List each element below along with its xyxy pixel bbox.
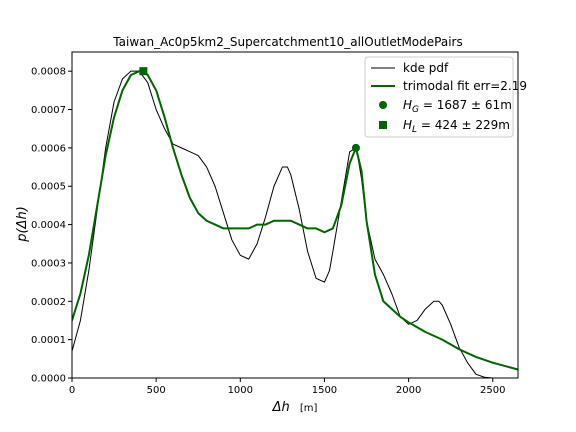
x-axis-label-unit: [m] xyxy=(300,403,318,414)
marker-H_G xyxy=(351,143,360,152)
x-axis-label-main: Δh xyxy=(272,400,290,415)
x-axis-label: Δh [m] xyxy=(272,400,318,415)
y-tick-label: 0.0003 xyxy=(31,258,66,269)
y-tick-label: 0.0002 xyxy=(31,297,66,308)
legend-label: trimodal fit err=2.19 xyxy=(403,79,527,93)
x-tick-label: 500 xyxy=(147,385,166,396)
plot-frame xyxy=(71,51,519,379)
series-line-kde-pdf xyxy=(72,70,518,378)
legend-marker xyxy=(379,121,387,129)
y-axis-label: p(Δh) xyxy=(15,206,30,243)
marker-H_L xyxy=(139,67,148,76)
y-tick-label: 0.0004 xyxy=(31,220,66,231)
y-tick-label: 0.0000 xyxy=(31,374,66,385)
y-tick-label: 0.0007 xyxy=(31,105,66,116)
x-ticks: 0 500 1000 1500 2000 2500 xyxy=(69,378,505,396)
x-tick-label: 1500 xyxy=(312,385,337,396)
y-tick-label: 0.0006 xyxy=(31,143,66,154)
legend-marker xyxy=(379,101,387,109)
legend-box xyxy=(364,56,514,138)
y-tick-label: 0.0008 xyxy=(31,67,66,78)
y-ticks: 0.0000 0.0001 0.0002 0.0003 0.0004 0.0005 0.00… xyxy=(31,67,72,385)
x-tick-label: 2000 xyxy=(396,385,421,396)
legend-label: HL = 424 ± 229m xyxy=(403,118,510,135)
x-tick-label: 0 xyxy=(69,385,75,396)
legend-label: HG = 1687 ± 61m xyxy=(403,98,512,115)
legend-label: kde pdf xyxy=(403,61,449,75)
x-tick-label: 2500 xyxy=(480,385,505,396)
x-tick-label: 1000 xyxy=(228,385,253,396)
y-tick-label: 0.0005 xyxy=(31,182,66,193)
legend: kde pdf trimodal fit err=2.19 HG = 1687 ± … xyxy=(364,56,527,138)
chart-title: Taiwan_Ac0p5km2_Supercatchment10_allOutl… xyxy=(112,35,462,49)
y-tick-label: 0.0001 xyxy=(31,335,66,346)
